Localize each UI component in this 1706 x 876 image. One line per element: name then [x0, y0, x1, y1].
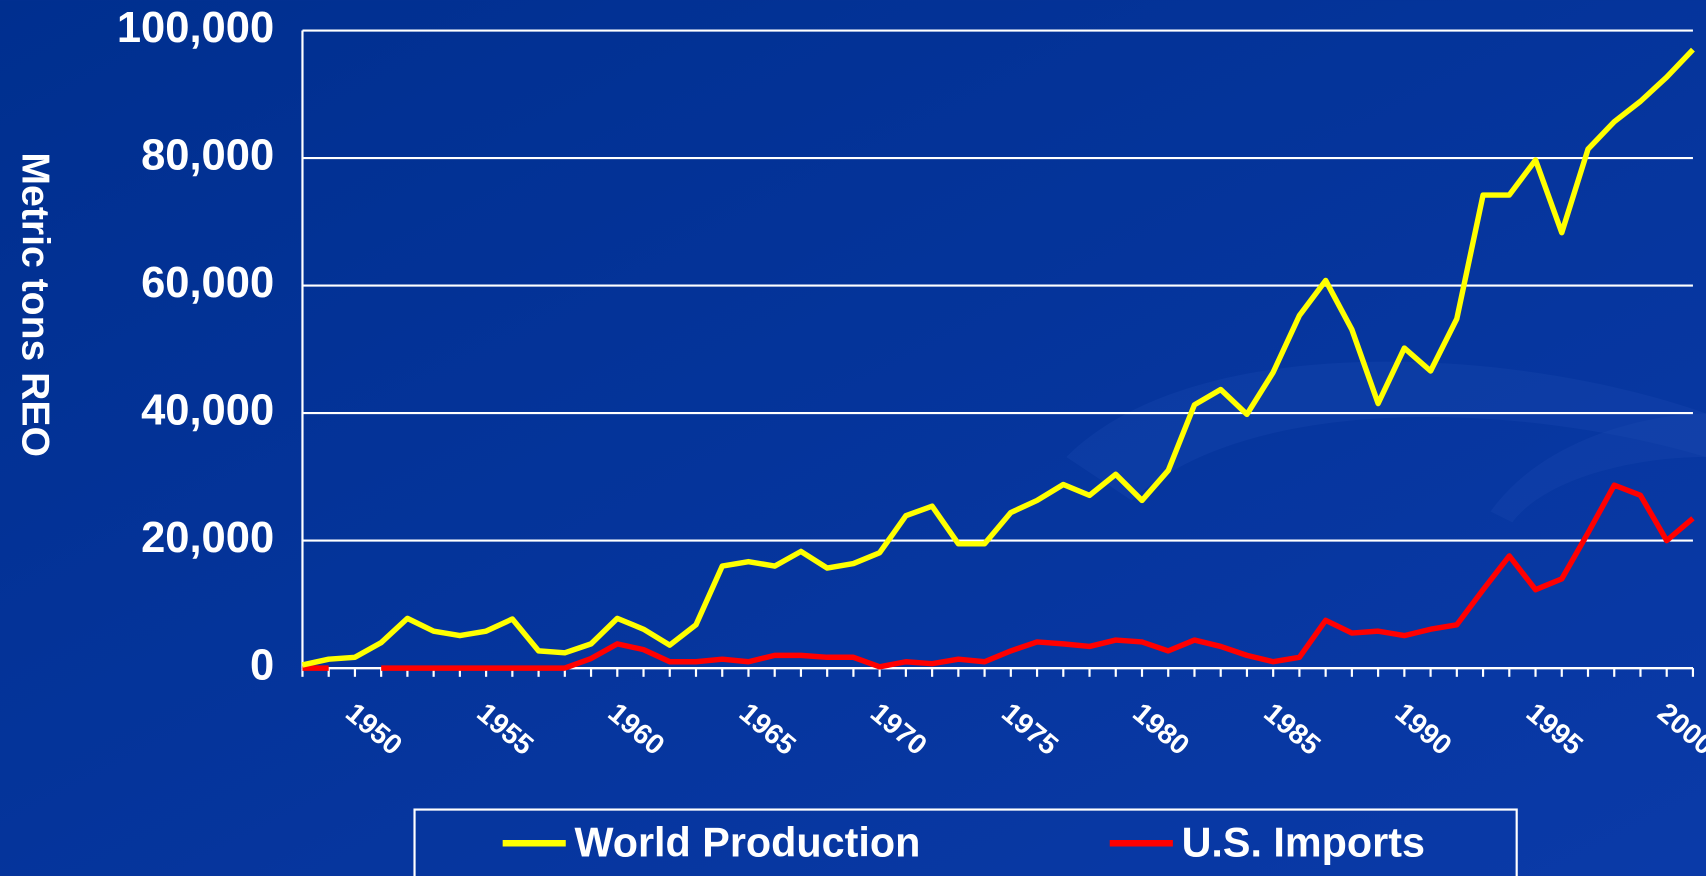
y-tick-label: 0 — [250, 642, 274, 690]
legend-box — [413, 808, 1518, 876]
y-tick-label: 100,000 — [117, 4, 274, 52]
data-line — [301, 47, 1695, 668]
y-tick-label: 60,000 — [141, 259, 274, 307]
legend-label: World Production — [574, 819, 920, 865]
decor-swirl — [1490, 413, 1706, 523]
y-tick-label: 40,000 — [141, 387, 274, 435]
legend-label: U.S. Imports — [1182, 819, 1425, 865]
data-line — [302, 482, 1695, 671]
y-tick-label: 20,000 — [141, 514, 274, 562]
y-tick-label: 80,000 — [141, 132, 274, 180]
y-axis-label: Metric tons REO — [13, 152, 56, 457]
